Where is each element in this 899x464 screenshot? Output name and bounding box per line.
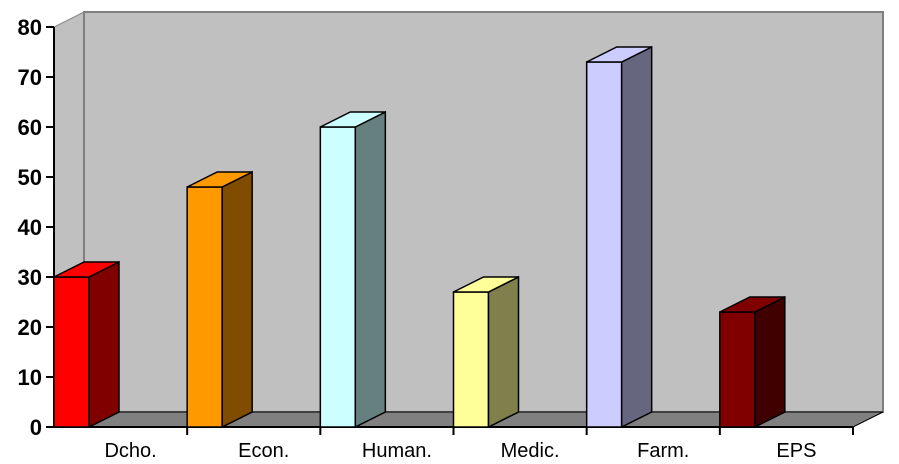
- bar-top: [586, 46, 653, 63]
- y-tick-label: 60: [18, 115, 42, 140]
- bar-front: [719, 311, 756, 428]
- bar-dcho: [53, 260, 120, 429]
- bar-econ: [186, 170, 253, 429]
- y-tick-label: 0: [30, 415, 42, 440]
- y-tick-label: 50: [18, 165, 42, 190]
- bar-side: [221, 170, 253, 429]
- bar-front: [585, 61, 623, 428]
- bar-side: [487, 275, 520, 429]
- bar-front: [53, 276, 90, 428]
- bar-top: [453, 276, 519, 293]
- x-tick-label: Farm.: [637, 440, 689, 462]
- chart-bars: [53, 45, 786, 429]
- bar-farm: [585, 45, 653, 429]
- x-tick-label: Dcho.: [104, 440, 156, 462]
- bar-top: [319, 111, 386, 128]
- y-tick-label: 40: [18, 215, 42, 240]
- bar-human: [319, 110, 387, 429]
- bar-front: [186, 186, 223, 428]
- bar-top: [719, 296, 786, 313]
- chart-labels: 0 10 20 30 40 50 60 70 80 Dcho. Econ. Human. Medic. F…: [18, 15, 817, 462]
- bar-top: [186, 171, 253, 188]
- bar-eps: [719, 295, 786, 429]
- bar-top: [53, 261, 120, 278]
- y-tick-label: 80: [18, 15, 42, 40]
- bar-side: [354, 110, 387, 429]
- x-tick-label: EPS: [776, 440, 816, 462]
- y-tick-label: 70: [18, 65, 42, 90]
- y-tick-label: 10: [18, 365, 42, 390]
- bar-front: [452, 291, 490, 428]
- y-tick-label: 30: [18, 265, 42, 290]
- x-tick-label: Econ.: [238, 440, 289, 462]
- bar-side: [754, 295, 786, 429]
- bar-side: [88, 260, 120, 429]
- bar-medic: [452, 275, 520, 429]
- bar-front: [319, 126, 357, 428]
- x-tick-label: Medic.: [501, 440, 560, 462]
- x-tick-label: Human.: [362, 440, 432, 462]
- y-tick-label: 20: [18, 315, 42, 340]
- bar-side: [620, 45, 653, 429]
